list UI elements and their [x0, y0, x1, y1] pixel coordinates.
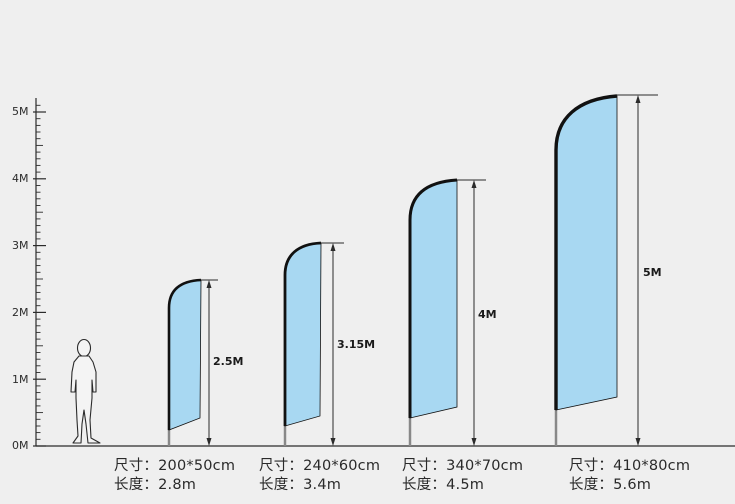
flag-4m: 4M — [408, 178, 497, 446]
dimension-arrow-bottom — [471, 438, 477, 446]
flag-3-15m: 3.15M — [283, 241, 375, 446]
ruler-label: 1M — [12, 373, 29, 386]
flag-size-text: 尺寸：200*50cm — [114, 458, 236, 474]
dimension-arrow-top — [206, 280, 212, 288]
flag-2-5m: 2.5M — [167, 278, 243, 446]
flag-body — [168, 279, 202, 431]
ruler-label: 3M — [12, 239, 29, 252]
flag-pole — [408, 178, 458, 418]
flag-body — [555, 95, 618, 411]
flag-pole — [554, 94, 618, 410]
flag-body — [409, 179, 458, 419]
flag-height-label: 3.15M — [337, 338, 375, 351]
flag-length-text: 长度：2.8m — [114, 477, 197, 493]
flag-spec-5m: 尺寸：410*80cm 长度：5.6m — [569, 457, 690, 495]
dimension-arrow-top — [635, 95, 641, 103]
ruler-label: 0M — [12, 439, 29, 452]
flag-length-text: 长度：4.5m — [402, 477, 485, 493]
flag-size-text: 尺寸：410*80cm — [569, 458, 691, 474]
dimension-arrow-top — [330, 243, 336, 251]
flag-length-text: 长度：3.4m — [259, 477, 342, 493]
ruler-label: 2M — [12, 306, 29, 319]
dimension-arrow-bottom — [635, 438, 641, 446]
ruler-ticks — [33, 104, 46, 447]
dimension-arrow-bottom — [330, 438, 336, 446]
flag-spec-4m: 尺寸：340*70cm 长度：4.5m — [402, 457, 523, 495]
dimension-arrow-bottom — [206, 438, 212, 446]
flag-5m: 5M — [554, 94, 662, 446]
flag-length-text: 长度：5.6m — [569, 477, 652, 493]
flag-height-label: 2.5M — [213, 355, 243, 368]
person-silhouette-icon — [70, 338, 101, 444]
flag-height-label: 5M — [643, 266, 662, 279]
flag-spec-2-5m: 尺寸：200*50cm 长度：2.8m — [114, 457, 235, 495]
flag-height-label: 4M — [478, 308, 497, 321]
flag-size-text: 尺寸：340*70cm — [402, 458, 524, 474]
ruler-label: 4M — [12, 172, 29, 185]
dimension-arrow-top — [471, 180, 477, 188]
flag-body — [284, 242, 322, 427]
flag-pole — [167, 278, 202, 430]
ruler-labels: 0M 1M 2M 3M 4M 5M — [12, 105, 29, 452]
flag-size-text: 尺寸：240*60cm — [259, 458, 381, 474]
ruler-label: 5M — [12, 105, 29, 118]
flag-pole — [283, 241, 322, 426]
flag-spec-3-15m: 尺寸：240*60cm 长度：3.4m — [259, 457, 380, 495]
